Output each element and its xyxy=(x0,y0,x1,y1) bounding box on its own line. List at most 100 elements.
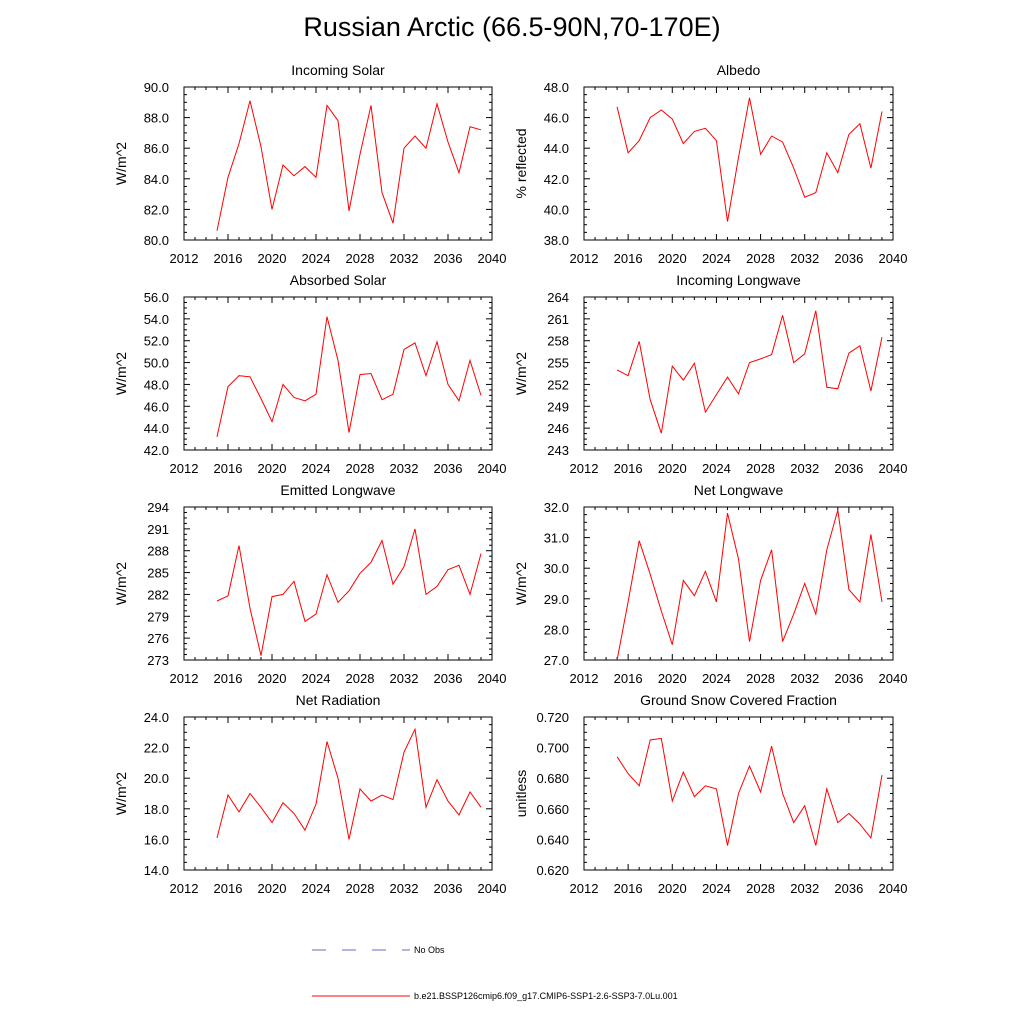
x-tick-label: 2024 xyxy=(702,671,731,686)
x-tick-label: 2028 xyxy=(346,251,375,266)
y-tick-label: 249 xyxy=(547,399,569,414)
x-tick-label: 2016 xyxy=(614,671,643,686)
x-tick-label: 2032 xyxy=(790,671,819,686)
y-tick-label: 288 xyxy=(147,544,169,559)
panel-frame xyxy=(183,296,493,451)
x-tick-label: 2020 xyxy=(658,251,687,266)
x-tick-label: 2032 xyxy=(790,251,819,266)
series-line xyxy=(616,737,883,846)
x-tick-label: 2032 xyxy=(390,251,419,266)
x-tick-label: 2024 xyxy=(302,881,331,896)
y-tick-label: 261 xyxy=(547,312,569,327)
x-tick-label: 2028 xyxy=(746,671,775,686)
y-tick-label: 52.0 xyxy=(144,334,169,349)
x-tick-label: 2040 xyxy=(879,881,908,896)
x-tick-label: 2028 xyxy=(746,251,775,266)
y-tick-label: 27.0 xyxy=(544,653,569,668)
panel-frame xyxy=(583,506,894,661)
x-tick-label: 2024 xyxy=(702,881,731,896)
x-tick-label: 2016 xyxy=(614,251,643,266)
x-tick-label: 2024 xyxy=(702,251,731,266)
x-tick-label: 2036 xyxy=(834,251,863,266)
y-tick-label: 56.0 xyxy=(144,290,169,305)
x-tick-label: 2032 xyxy=(790,881,819,896)
x-tick-label: 2028 xyxy=(346,881,375,896)
panel-4: Incoming Longwave W/m^2 2012 2016 2020 2024 20… xyxy=(513,272,907,476)
y-axis-label: W/m^2 xyxy=(113,772,129,815)
panel-6: Net Longwave W/m^2 2012 2016 2020 2024 2028 203… xyxy=(513,482,907,686)
panel-title: Absorbed Solar xyxy=(290,272,387,288)
x-tick-label: 2016 xyxy=(614,461,643,476)
x-tick-label: 2028 xyxy=(346,671,375,686)
x-tick-label: 2016 xyxy=(214,671,243,686)
x-tick-label: 2028 xyxy=(746,881,775,896)
y-tick-label: 88.0 xyxy=(144,111,169,126)
y-tick-label: 31.0 xyxy=(544,531,569,546)
x-tick-label: 2040 xyxy=(478,671,507,686)
panel-frame xyxy=(583,296,894,451)
x-tick-label: 2032 xyxy=(390,461,419,476)
y-tick-label: 90.0 xyxy=(144,80,169,95)
x-tick-label: 2040 xyxy=(478,251,507,266)
x-tick-label: 2020 xyxy=(258,671,287,686)
x-tick-label: 2020 xyxy=(258,881,287,896)
y-tick-label: 0.700 xyxy=(536,741,569,756)
y-tick-label: 255 xyxy=(547,356,569,371)
panel-1: Incoming Solar W/m^2 2012 2016 2020 2024 2028 2… xyxy=(113,62,506,266)
x-tick-label: 2036 xyxy=(434,251,463,266)
y-axis-label: unitless xyxy=(513,770,529,817)
panel-frame xyxy=(183,86,493,241)
y-tick-label: 80.0 xyxy=(144,233,169,248)
y-tick-label: 282 xyxy=(147,587,169,602)
panel-title: Incoming Solar xyxy=(291,62,385,78)
x-tick-label: 2028 xyxy=(346,461,375,476)
x-tick-label: 2036 xyxy=(834,881,863,896)
y-tick-label: 50.0 xyxy=(144,356,169,371)
panel-frame xyxy=(583,86,894,241)
panel-title: Ground Snow Covered Fraction xyxy=(640,692,837,708)
x-tick-label: 2012 xyxy=(570,461,599,476)
y-tick-label: 24.0 xyxy=(144,710,169,725)
y-tick-label: 82.0 xyxy=(144,202,169,217)
legend-label-model: b.e21.BSSP126cmip6.f09_g17.CMIP6-SSP1-2.… xyxy=(414,991,678,1001)
y-axis-label: W/m^2 xyxy=(113,142,129,185)
x-tick-label: 2024 xyxy=(702,461,731,476)
x-tick-label: 2020 xyxy=(258,461,287,476)
panel-7: Net Radiation W/m^2 2012 2016 2020 2024 2028 20… xyxy=(113,692,506,896)
y-tick-label: 258 xyxy=(547,334,569,349)
y-tick-label: 279 xyxy=(147,609,169,624)
panel-title: Incoming Longwave xyxy=(676,272,801,288)
x-tick-label: 2024 xyxy=(302,251,331,266)
y-tick-label: 40.0 xyxy=(544,202,569,217)
series-line xyxy=(616,509,883,661)
x-tick-label: 2020 xyxy=(658,461,687,476)
y-tick-label: 294 xyxy=(147,500,169,515)
y-axis-label: W/m^2 xyxy=(113,562,129,605)
x-tick-label: 2040 xyxy=(478,461,507,476)
panel-5: Emitted Longwave W/m^2 2012 2016 2020 2024 202… xyxy=(113,482,506,686)
y-tick-label: 42.0 xyxy=(544,172,569,187)
x-tick-label: 2032 xyxy=(390,881,419,896)
y-tick-label: 84.0 xyxy=(144,172,169,187)
x-tick-label: 2040 xyxy=(879,671,908,686)
y-tick-label: 32.0 xyxy=(544,500,569,515)
legend: No Obs b.e21.BSSP126cmip6.f09_g17.CMIP6-S… xyxy=(312,945,678,1001)
x-tick-label: 2020 xyxy=(258,251,287,266)
y-tick-label: 285 xyxy=(147,566,169,581)
y-tick-label: 276 xyxy=(147,631,169,646)
x-tick-label: 2040 xyxy=(879,461,908,476)
y-tick-label: 14.0 xyxy=(144,863,169,878)
y-axis-label: % reflected xyxy=(513,128,529,198)
y-tick-label: 0.660 xyxy=(536,802,569,817)
series-line xyxy=(616,310,883,434)
y-tick-label: 44.0 xyxy=(144,421,169,436)
y-tick-label: 264 xyxy=(547,290,569,305)
y-tick-label: 44.0 xyxy=(544,141,569,156)
panel-title: Albedo xyxy=(717,62,761,78)
y-axis-label: W/m^2 xyxy=(513,562,529,605)
y-tick-label: 18.0 xyxy=(144,802,169,817)
x-tick-label: 2040 xyxy=(879,251,908,266)
x-tick-label: 2040 xyxy=(478,881,507,896)
x-tick-label: 2036 xyxy=(434,671,463,686)
y-tick-label: 273 xyxy=(147,653,169,668)
